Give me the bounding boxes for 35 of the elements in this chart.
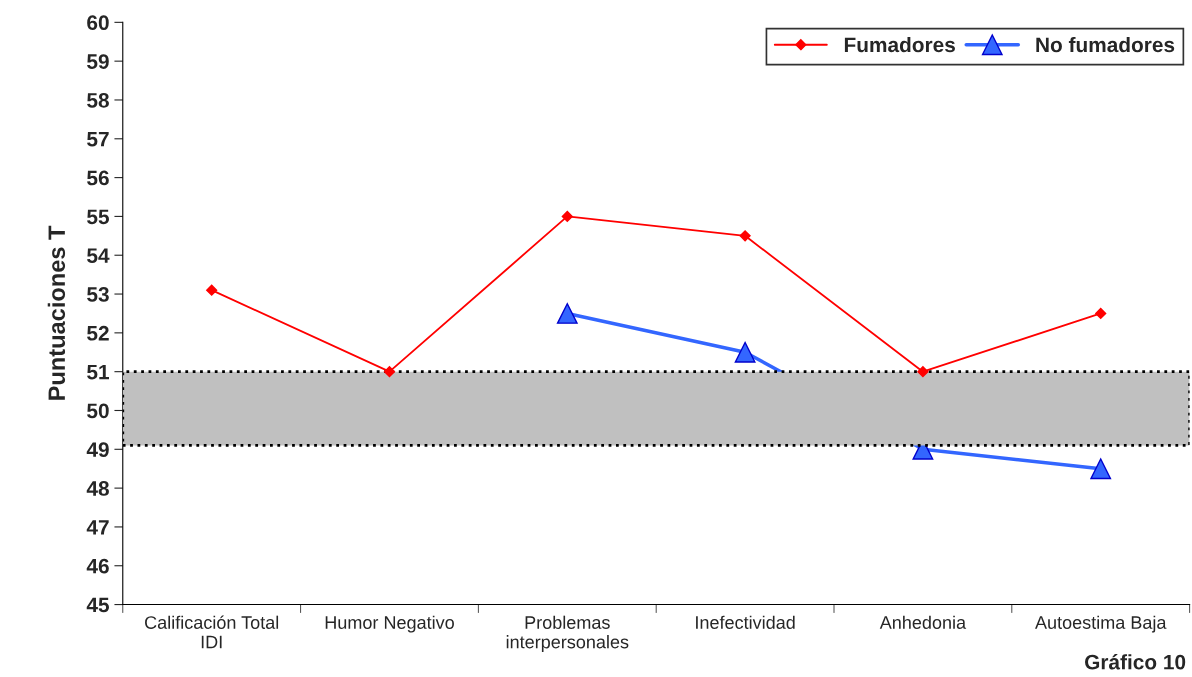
y-tick-label: 60 [87,15,109,31]
point [739,230,751,242]
legend-label: Fumadores [844,36,955,53]
y-tick-label: 58 [87,92,109,108]
y-tick-label: 47 [86,520,109,535]
y-tick-label: 55 [87,209,109,225]
point [1090,458,1112,480]
y-tick-label: 54 [87,248,110,263]
x-tick-label: Calificación Total IDI [145,615,279,649]
x-tick-label: Anhedonia [879,615,967,629]
y-tick-label: 48 [86,481,109,496]
x-tick-label: Inefectividad [696,615,795,629]
point [917,366,929,378]
point [556,303,578,324]
point [734,341,756,363]
y-tick-label: 56 [87,170,109,186]
point [383,366,396,378]
y-tick-label: 45 [86,597,109,613]
y-tick-label: 51 [87,364,109,380]
y-tick-label: 53 [87,287,109,302]
point [1095,307,1107,320]
y-tick-label: 49 [86,442,109,458]
x-tick-label: Humor Negativo [325,615,454,633]
y-tick-label: 46 [86,558,109,574]
x-tick-label: Autoestima Baja [1035,615,1167,633]
y-tick-label: 52 [87,325,109,341]
point [561,210,573,223]
y-axis-title: Puntuaciones T [47,225,66,400]
point [206,284,218,296]
x-tick-label: Problemas interpersonales [506,615,629,652]
legend-label: No fumadores [1036,36,1175,53]
text: Gráfico 10 [1085,654,1186,670]
y-tick-label: 57 [87,132,109,147]
y-tick-label: 50 [87,403,109,419]
y-tick-label: 59 [87,54,109,69]
